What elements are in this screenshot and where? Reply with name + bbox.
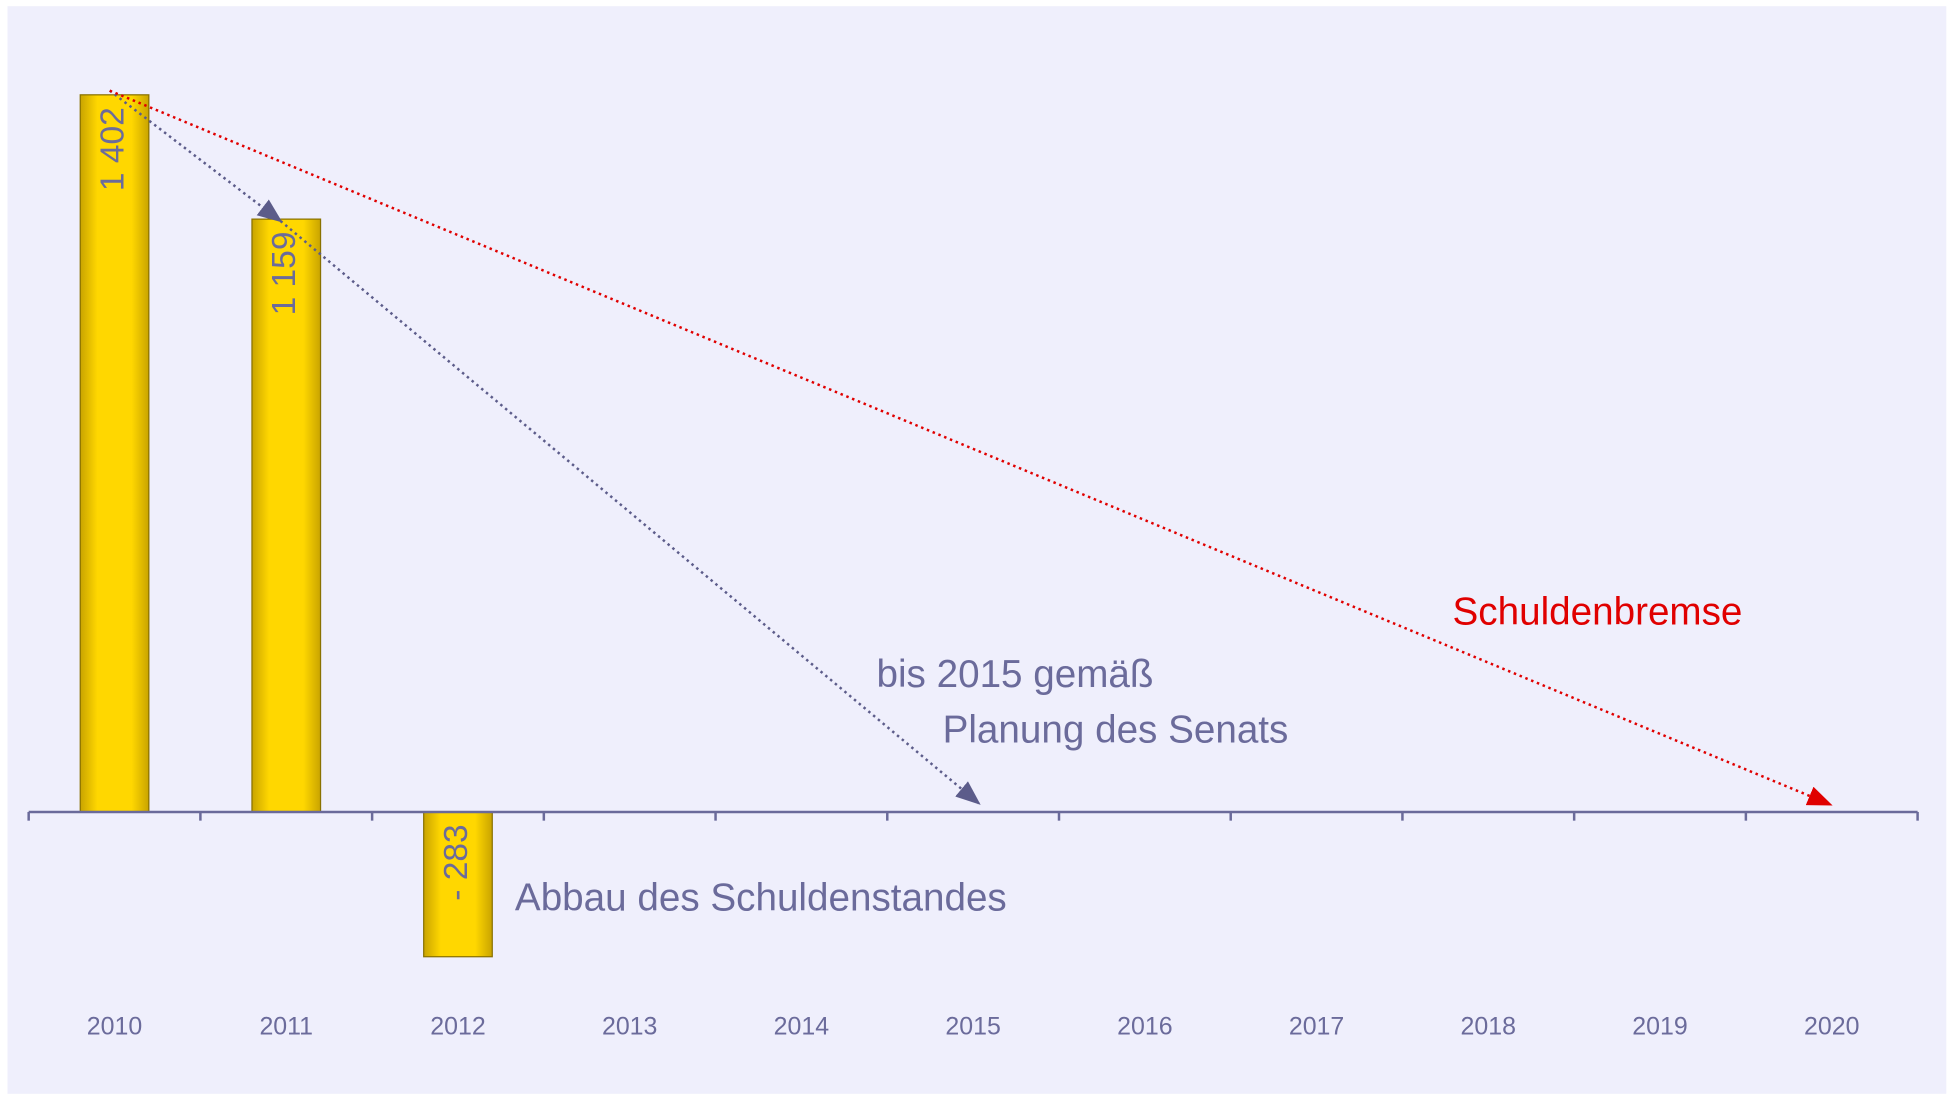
x-tick-label: 2019 [1632,1013,1687,1041]
plot-background [7,6,1947,1094]
value-label: 1 402 [94,107,131,191]
x-tick-label: 2018 [1461,1013,1516,1041]
annotation: Planung des Senats [943,709,1289,752]
value-label: 1 159 [266,232,303,316]
value-label: - 283 [438,824,475,900]
x-tick-label: 2011 [259,1013,313,1041]
arrow [109,89,1833,806]
x-tick-label: 2010 [87,1013,142,1041]
bars: 1 402 1 159 - 283 [79,94,493,958]
arrow [108,89,283,223]
x-tick-label: 2017 [1289,1013,1344,1041]
bar [251,218,322,813]
x-tick-label: 2012 [430,1013,485,1041]
bar [423,811,493,958]
x-tick-label: 2020 [1804,1013,1859,1041]
x-tick-label: 2013 [602,1013,657,1041]
arrow [279,220,981,805]
annotation: Abbau des Schuldenstandes [515,876,1007,919]
x-tick-label: 2016 [1117,1013,1172,1041]
annotation: Schuldenbremse [1453,591,1743,634]
annotation: bis 2015 gemäß [877,653,1154,696]
x-tick-label: 2014 [774,1013,830,1041]
x-tick-label: 2015 [945,1013,1000,1041]
bar [79,94,150,813]
